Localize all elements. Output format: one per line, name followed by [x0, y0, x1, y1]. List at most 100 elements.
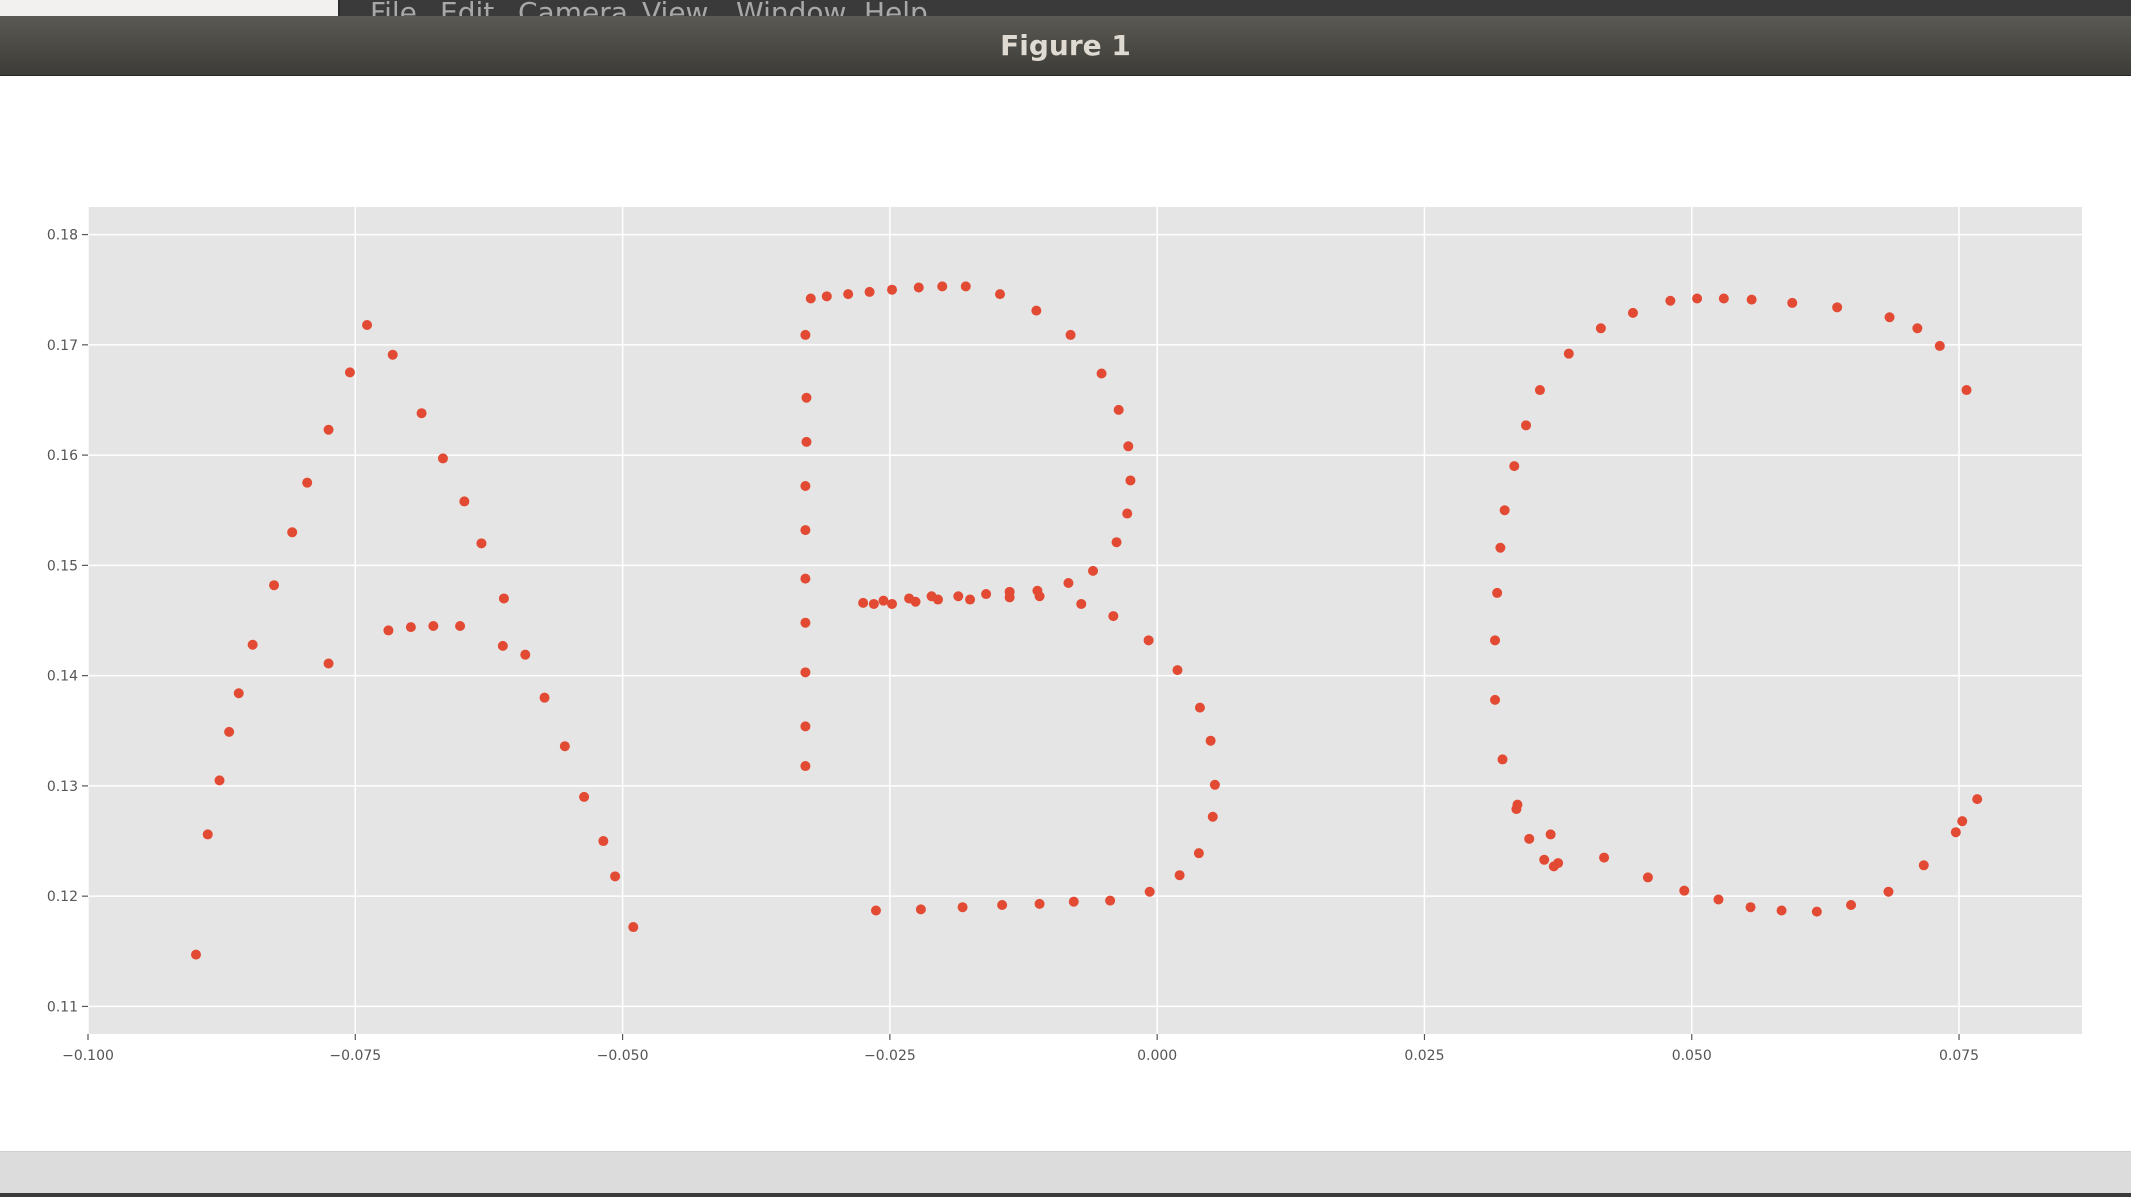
data-point [800, 480, 811, 491]
data-point [1745, 902, 1756, 913]
data-point [459, 496, 470, 507]
x-tick-label: 0.050 [1672, 1048, 1712, 1064]
data-point [1846, 899, 1857, 910]
y-tick-label: 0.12 [47, 889, 78, 905]
data-point [224, 726, 235, 737]
y-tick-label: 0.14 [47, 669, 78, 685]
data-point [1534, 385, 1545, 396]
data-point [1065, 329, 1076, 340]
data-point [1599, 852, 1610, 863]
data-point [233, 688, 244, 699]
data-point [878, 595, 889, 606]
data-point [1776, 905, 1787, 916]
y-tick-label: 0.15 [47, 558, 78, 574]
data-point [1509, 461, 1520, 472]
data-point [1490, 694, 1501, 705]
data-point [926, 591, 937, 602]
window-title-bar[interactable]: Figure 1 [0, 16, 2131, 76]
x-tick-label: −0.050 [597, 1048, 649, 1064]
data-point [383, 625, 394, 636]
data-point [858, 597, 869, 608]
data-point [1627, 307, 1638, 318]
data-point [190, 949, 201, 960]
data-point [269, 580, 280, 591]
data-point [997, 899, 1008, 910]
data-point [1088, 565, 1099, 576]
x-tick-label: −0.075 [329, 1048, 381, 1064]
data-point [1563, 348, 1574, 359]
data-point [579, 791, 590, 802]
data-point [323, 658, 334, 669]
data-point [1811, 906, 1822, 917]
background-menu-bar: File Edit Camera View Window Help [340, 0, 2131, 18]
data-point [801, 436, 812, 447]
data-points [190, 281, 1983, 960]
data-point [800, 721, 811, 732]
data-point [960, 281, 971, 292]
y-tick-label: 0.11 [47, 999, 78, 1015]
data-point [1961, 385, 1972, 396]
data-point [344, 367, 355, 378]
data-point [1511, 804, 1522, 815]
data-point [1209, 779, 1220, 790]
data-point [887, 284, 898, 295]
data-point [800, 329, 811, 340]
data-point [302, 477, 313, 488]
data-point [957, 902, 968, 913]
data-point [1076, 598, 1087, 609]
background-menu-item: Help [864, 0, 928, 18]
data-point [1122, 508, 1133, 519]
x-tick-label: 0.075 [1939, 1048, 1979, 1064]
data-point [965, 594, 976, 605]
figure-canvas: −0.100 −0.075 −0.050 −0.025 0.000 0.025 0.050 0… [0, 76, 2131, 1151]
data-point [1521, 420, 1532, 431]
data-point [405, 622, 416, 633]
data-point [1490, 635, 1501, 646]
data-point [1205, 735, 1216, 746]
data-point [1713, 894, 1724, 905]
background-menu-item: View [642, 0, 709, 18]
data-point [323, 424, 334, 435]
y-tick-label: 0.17 [47, 338, 78, 354]
data-point [953, 591, 964, 602]
axis-ticks: −0.100 −0.075 −0.050 −0.025 0.000 0.025 0.050 0… [47, 228, 1979, 1064]
data-point [416, 408, 427, 419]
data-point [1004, 592, 1015, 603]
data-point [598, 836, 609, 847]
data-point [1194, 702, 1205, 713]
data-point [1832, 302, 1843, 313]
data-point [214, 775, 225, 786]
x-tick-label: −0.100 [62, 1048, 114, 1064]
background-menu-item: Edit [440, 0, 495, 18]
data-point [247, 639, 258, 650]
data-point [287, 527, 298, 538]
data-point [1207, 811, 1218, 822]
data-point [981, 589, 992, 600]
data-point [1499, 505, 1510, 516]
data-point [1144, 886, 1155, 897]
grid-lines [87, 207, 2082, 1034]
data-point [1034, 898, 1045, 909]
data-point [868, 598, 879, 609]
data-point [800, 617, 811, 628]
data-point [1111, 537, 1122, 548]
data-point [937, 281, 948, 292]
figure-toolbar [0, 1151, 2131, 1193]
data-point [1718, 293, 1729, 304]
data-point [1883, 886, 1894, 897]
data-point [1143, 635, 1154, 646]
data-point [610, 871, 621, 882]
data-point [864, 286, 875, 297]
data-point [904, 593, 915, 604]
data-point [1595, 323, 1606, 334]
data-point [1492, 587, 1503, 598]
y-tick-label: 0.16 [47, 448, 78, 464]
data-point [1096, 368, 1107, 379]
data-point [915, 904, 926, 915]
data-point [1957, 816, 1968, 827]
data-point [800, 525, 811, 536]
data-point [1113, 404, 1124, 415]
background-taskbar-strip [0, 1193, 2131, 1197]
data-point [559, 741, 570, 752]
data-point [1918, 860, 1929, 871]
